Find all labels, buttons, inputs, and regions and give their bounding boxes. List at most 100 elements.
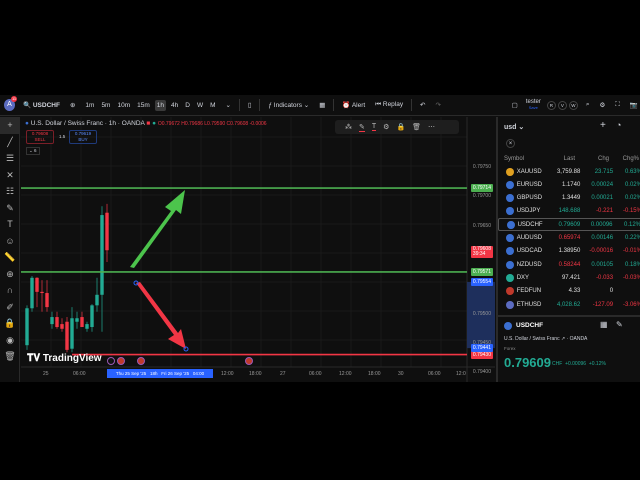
redo-icon[interactable]: ↷ [435, 102, 441, 109]
layout-name-button[interactable]: tester Save [526, 99, 541, 111]
row-chgp: 0.12% [624, 221, 640, 228]
watchlist-row[interactable]: EURUSD 1.1740 0.00024 0.02% [498, 178, 640, 191]
lock-icon[interactable]: 🔒 [396, 124, 406, 131]
symbol-icon [507, 220, 515, 229]
trash-icon[interactable]: 🗑 [412, 124, 422, 131]
price-tick-label: 0.79450 [472, 339, 491, 346]
row-last: 1.1740 [561, 181, 581, 188]
crosshair-icon[interactable]: + [0, 117, 20, 134]
pattern-icon[interactable]: ✕ [6, 169, 14, 180]
header-chg[interactable]: Chg [597, 155, 609, 162]
watchlist-row[interactable]: GBPUSD 1.3449 0.00021 0.02% [498, 192, 640, 205]
ruler-icon[interactable]: 📏 [4, 252, 16, 262]
projection-icon[interactable]: ☷ [5, 186, 15, 196]
interval-10m[interactable]: 10m [117, 101, 131, 109]
row-chgp: -0.03% [622, 274, 640, 281]
quick-search-icon[interactable]: ⌕ [585, 101, 590, 108]
layout-icon[interactable]: ▦ [600, 320, 608, 329]
price-tick: 0.79750 [471, 163, 493, 171]
templates-icon[interactable]: ▦ [319, 102, 326, 109]
text-color-icon[interactable]: T [371, 123, 377, 131]
edit-icon[interactable]: ✎ [616, 320, 623, 329]
price-tick: 0.79700 [471, 192, 493, 200]
watchlist-row[interactable]: ETHUSD 4,028.62 -127.09 -3.06% [498, 298, 640, 311]
group-icon[interactable]: ⁂ [345, 124, 352, 131]
fullscreen-icon[interactable]: ⛶ [615, 101, 620, 108]
shortcut-R[interactable]: R [546, 100, 556, 110]
divider [333, 99, 335, 111]
chart-type-icon[interactable]: ▯ [247, 102, 252, 109]
indicators-toggle[interactable]: ⌄ 6 [26, 147, 40, 155]
watchlist-row[interactable]: USDJPY 148.688 -0.221 -0.15% [498, 205, 640, 218]
watchlist-row[interactable]: AUDUSD 0.65974 0.00146 0.22% [498, 232, 640, 245]
watchlist-row[interactable]: DXY 97.421 -0.033 -0.03% [498, 271, 640, 284]
time-tick-label: 06:00 [73, 371, 86, 377]
eye-icon[interactable]: ◉ [6, 334, 14, 345]
add-symbol-icon[interactable]: + [600, 120, 606, 131]
magnet-icon[interactable]: ∩ [6, 285, 14, 295]
details-currency: CHF [552, 361, 563, 367]
details-change-abs: +0.00096 [565, 361, 587, 367]
sell-button[interactable]: 0.79608 SELL [26, 130, 54, 144]
header-last[interactable]: Last [563, 155, 575, 162]
trendline-icon[interactable]: ╱ [7, 136, 13, 147]
shortcut-W[interactable]: W [568, 100, 578, 110]
time-tick-label: 25 [43, 371, 49, 377]
alert-button[interactable]: ⏰ Alert [342, 102, 366, 109]
price-chart[interactable] [21, 117, 495, 382]
more-icon[interactable]: ⋯ [428, 124, 436, 131]
symbol-search[interactable]: 🔍 USDCHF [22, 102, 60, 109]
watchlist-row[interactable]: FEDFUN 4.33 0 [498, 285, 640, 298]
details-price: 0.79609 [504, 355, 551, 370]
watchlist-row[interactable]: USDCHF 0.79609 0.00096 0.12% [498, 218, 640, 232]
buy-button[interactable]: 0.79619 BUY [69, 130, 97, 144]
interval-M[interactable]: M [210, 101, 216, 109]
replay-button[interactable]: ⏮ Replay [375, 101, 404, 108]
watchlist-row[interactable]: XAUUSD 3,759.88 23.715 0.63% [498, 165, 640, 178]
chevron-down-icon[interactable]: ⌄ [225, 102, 231, 109]
settings-icon[interactable]: ⚙ [599, 102, 606, 109]
row-chg: 0 [609, 288, 614, 295]
layout-icon[interactable]: ▢ [511, 102, 518, 109]
header-chgp[interactable]: Chg% [622, 155, 639, 162]
candle [75, 318, 79, 322]
emoji-icon[interactable]: ☺ [5, 235, 15, 246]
avatar[interactable]: A 11 [4, 96, 18, 111]
compare-add-icon[interactable]: ⊕ [69, 102, 76, 109]
interval-D[interactable]: D [185, 101, 190, 109]
screenshot-icon[interactable]: 📷 [629, 102, 638, 109]
ohlc: O0.79672 H0.79686 L0.79590 C0.79608 -0.0… [158, 121, 267, 127]
zoom-in-icon[interactable]: ⊕ [6, 268, 14, 279]
interval-15m[interactable]: 15m [137, 101, 150, 109]
header-symbol[interactable]: Symbol [504, 155, 525, 162]
chart-area[interactable]: ● U.S. Dollar / Swiss Franc · 1h · OANDA… [21, 117, 495, 382]
trash-icon[interactable]: 🗑 [4, 351, 16, 361]
interval-5m[interactable]: 5m [101, 101, 111, 109]
interval-4h[interactable]: 4h [171, 101, 179, 109]
indicators-button[interactable]: ƒ Indicators ⌄ [268, 102, 310, 109]
close-section-icon[interactable]: × [506, 139, 515, 148]
undo-icon[interactable]: ↶ [420, 102, 426, 109]
watchlist-row[interactable]: NZDUSD 0.58244 0.00105 0.18% [498, 258, 640, 271]
interval-1m[interactable]: 1m [85, 101, 95, 109]
fib-icon[interactable]: ☰ [5, 153, 15, 163]
interval-W[interactable]: W [196, 101, 204, 109]
settings-icon[interactable]: ⚙ [383, 124, 390, 131]
text-icon[interactable]: T [7, 219, 13, 229]
advanced-view-icon[interactable]: ◔ [616, 120, 622, 130]
lock-drawing-icon[interactable]: ✐ [6, 301, 14, 312]
row-chgp: -3.06% [622, 301, 640, 308]
interval-group: 1m 5m 10m 15m 1h 4h D W M [83, 99, 217, 111]
interval-1h[interactable]: 1h [154, 99, 167, 111]
symbol-icon [506, 300, 514, 309]
lock-icon[interactable]: 🔒 [4, 318, 16, 328]
shortcut-V[interactable]: V [557, 100, 567, 110]
brush-icon[interactable]: ✎ [6, 202, 14, 213]
low-value: L0.79590 [204, 121, 226, 127]
market-status-icon: ■ [146, 120, 151, 127]
symbol-icon [506, 234, 514, 242]
pen-color-icon[interactable]: ✎ [359, 123, 365, 132]
alert-label: Alert [351, 102, 366, 109]
watchlist-row[interactable]: USDCAD 1.38950 -0.00016 -0.01% [498, 245, 640, 258]
watchlist-selector[interactable]: usd ⌄ [504, 124, 525, 131]
